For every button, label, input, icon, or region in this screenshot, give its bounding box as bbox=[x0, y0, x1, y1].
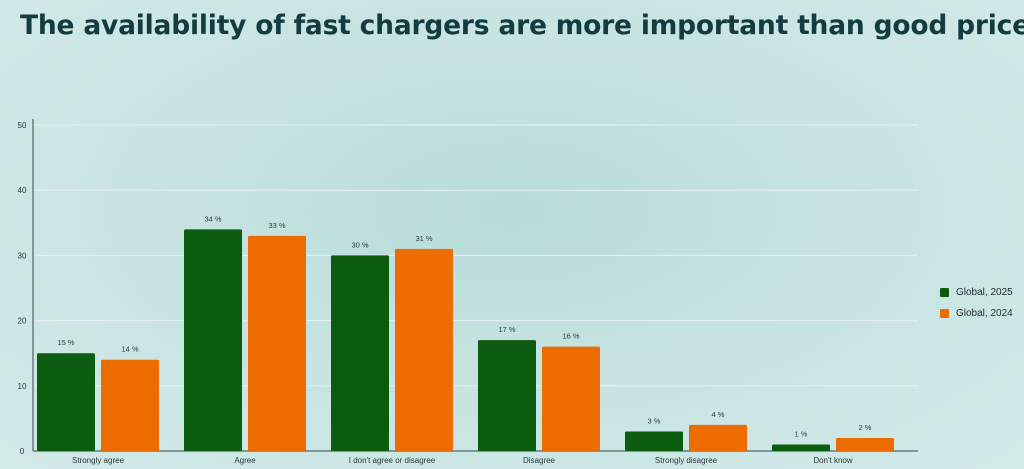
data-label: 17 % bbox=[498, 325, 515, 334]
bars bbox=[37, 229, 894, 451]
axes bbox=[32, 119, 918, 452]
x-category-label: Strongly disagree bbox=[655, 456, 718, 465]
data-label: 33 % bbox=[268, 221, 285, 230]
chart-legend: Global, 2025 Global, 2024 bbox=[940, 282, 1013, 324]
data-label: 4 % bbox=[712, 410, 725, 419]
data-label: 14 % bbox=[121, 345, 138, 354]
bar-global-2025 bbox=[184, 229, 242, 451]
x-category-label: Don't know bbox=[813, 456, 853, 465]
data-label: 1 % bbox=[795, 429, 808, 438]
legend-label: Global, 2024 bbox=[956, 308, 1013, 319]
legend-item[interactable]: Global, 2024 bbox=[940, 303, 1013, 324]
data-label: 2 % bbox=[859, 423, 872, 432]
bar-global-2024 bbox=[101, 359, 159, 451]
y-tick-label: 40 bbox=[18, 186, 27, 195]
grid-lines bbox=[33, 124, 918, 387]
bar-global-2024 bbox=[689, 424, 747, 451]
x-category-label: I don't agree or disagree bbox=[349, 456, 436, 465]
data-label: 15 % bbox=[57, 338, 74, 347]
bar-global-2024 bbox=[836, 437, 894, 451]
bar-global-2025 bbox=[625, 431, 683, 451]
data-label: 34 % bbox=[204, 214, 221, 223]
x-category-label: Agree bbox=[234, 456, 256, 465]
legend-swatch bbox=[940, 309, 949, 318]
legend-label: Global, 2025 bbox=[956, 287, 1013, 298]
bar-global-2024 bbox=[542, 346, 600, 451]
bar-global-2024 bbox=[248, 235, 306, 451]
bar-global-2025 bbox=[478, 340, 536, 451]
data-label: 31 % bbox=[415, 234, 432, 243]
bar-global-2024 bbox=[395, 248, 453, 451]
x-category-label: Strongly agree bbox=[72, 456, 125, 465]
data-label: 16 % bbox=[562, 332, 579, 341]
bar-global-2025 bbox=[772, 444, 830, 451]
data-label: 30 % bbox=[351, 240, 368, 249]
legend-item[interactable]: Global, 2025 bbox=[940, 282, 1013, 303]
y-tick-label: 10 bbox=[18, 382, 27, 391]
bar-global-2025 bbox=[331, 255, 389, 451]
bar-global-2025 bbox=[37, 353, 95, 451]
x-category-label: Disagree bbox=[523, 456, 556, 465]
labels: 0 10 20 30 40 50 15 % 14 % Strongly agree 34 % 33 … bbox=[18, 121, 872, 465]
data-label: 3 % bbox=[648, 416, 661, 425]
y-tick-label: 0 bbox=[20, 447, 25, 456]
legend-swatch bbox=[940, 288, 949, 297]
y-tick-label: 30 bbox=[18, 251, 27, 260]
chart-title: The availability of fast chargers are mo… bbox=[20, 10, 1024, 41]
y-tick-label: 50 bbox=[18, 121, 27, 130]
y-tick-label: 20 bbox=[18, 317, 27, 326]
